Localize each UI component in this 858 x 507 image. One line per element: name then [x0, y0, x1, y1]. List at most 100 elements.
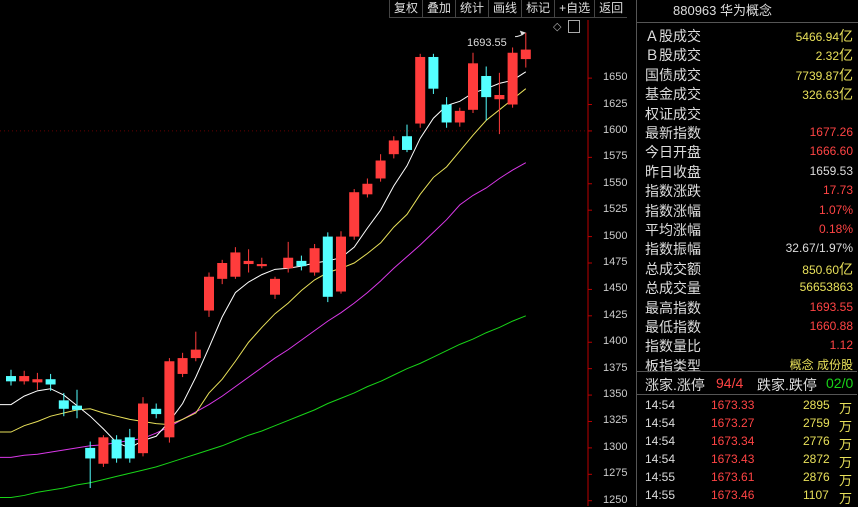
add-watchlist-button[interactable]: +自选: [554, 0, 594, 17]
ma-line-white: [0, 71, 527, 449]
candle-body: [375, 160, 386, 179]
stat-row: 板指类型 概念 成份股: [637, 356, 857, 376]
stat-row: 最新指数 1677.26: [637, 123, 857, 143]
stat-number: 1677.26: [809, 125, 853, 139]
stat-value: 7739.87亿: [796, 65, 853, 85]
stat-number: 850.60: [802, 262, 839, 277]
stat-label: 最新指数: [645, 125, 701, 141]
candle-body: [230, 252, 241, 277]
diamond-icon[interactable]: ◇: [553, 21, 562, 33]
ma-line-yellow: [0, 88, 527, 433]
stat-row: 基金成交 326.63亿: [637, 84, 857, 104]
tick-time: 14:55: [645, 470, 676, 484]
stat-number: 1.07%: [818, 202, 853, 217]
stat-label: 总成交额: [645, 260, 701, 277]
peak-price-label: 1693.55: [467, 37, 507, 49]
candle-body: [217, 263, 228, 279]
stat-value: 17.73: [823, 181, 853, 197]
stat-number: 32.67/1.97%: [785, 241, 853, 256]
y-tick-label: 1450: [603, 282, 628, 295]
tick-unit: 万: [839, 419, 853, 434]
y-tick-label: 1375: [603, 361, 628, 374]
tick-time: 14:55: [645, 488, 676, 502]
draw-line-button[interactable]: 画线: [488, 0, 521, 17]
candle-body: [6, 376, 16, 382]
stat-label: 基金成交: [645, 86, 701, 103]
stat-row: Ｂ股成交 2.32亿: [637, 45, 857, 65]
candle-body: [164, 361, 175, 438]
stat-value: 0.18%: [819, 220, 853, 236]
stat-row: 昨日收盘 1659.53: [637, 162, 857, 182]
tick-price: 1673.33: [711, 398, 755, 412]
stat-number: 1693.55: [809, 299, 853, 314]
y-tick-label: 1300: [603, 440, 628, 453]
mark-button[interactable]: 标记: [521, 0, 554, 17]
stat-number: 1.12: [829, 338, 853, 353]
candle-body: [19, 376, 30, 382]
stat-number: 7739.87: [795, 68, 839, 83]
tick-volume: 2759: [803, 416, 830, 430]
advancers-label: 涨家.涨停: [645, 377, 705, 393]
candle-body: [98, 437, 109, 464]
stat-value: 1.12: [830, 336, 853, 352]
candle-body: [32, 379, 43, 383]
y-tick-label: 1400: [603, 335, 628, 348]
tick-volume: 1107: [803, 488, 829, 502]
index-title: 880963 华为概念: [637, 0, 858, 23]
candle-body: [190, 349, 201, 359]
y-tick-label: 1250: [603, 493, 628, 506]
statistics-button[interactable]: 统计: [455, 0, 488, 17]
stat-value: 56653863: [800, 278, 853, 294]
stat-row: 国债成交 7739.87亿: [637, 65, 857, 85]
tick-price: 1673.61: [711, 470, 755, 484]
stat-label: Ｂ股成交: [645, 47, 701, 64]
tick-volume: 2895: [803, 398, 830, 412]
kline-chart[interactable]: 复权 叠加 统计 画线 标记 +自选 返回 ◇ 1250 1275 1300 1325…: [0, 0, 636, 506]
tick-row: 14:54 1673.43 2872 万: [637, 452, 857, 471]
stat-label: 最高指数: [645, 299, 701, 316]
stat-label: 总成交量: [645, 280, 701, 297]
tick-row: 14:54 1673.33 2895 万: [637, 398, 857, 417]
candle-body: [336, 236, 346, 292]
stat-row: 总成交额 850.60亿: [637, 259, 857, 279]
overlay-button[interactable]: 叠加: [422, 0, 455, 17]
ma-line-magenta: [0, 162, 527, 458]
stat-unit: 亿: [839, 66, 853, 83]
candle-body: [309, 248, 320, 273]
stat-unit: 亿: [839, 47, 853, 64]
index-info-panel: 880963 华为概念 Ａ股成交 5466.94亿 Ｂ股成交 2.32亿 国债成交 773…: [636, 0, 858, 506]
tick-price: 1673.46: [711, 488, 755, 502]
tick-price: 1673.43: [711, 452, 755, 466]
candle-body: [428, 56, 439, 89]
stat-row: Ａ股成交 5466.94亿: [637, 26, 857, 46]
back-button[interactable]: 返回: [594, 0, 627, 17]
candle-body: [283, 257, 294, 269]
candle-body: [362, 183, 373, 195]
candle-body: [415, 56, 426, 124]
stat-value: 5466.94亿: [796, 26, 853, 46]
kline-svg[interactable]: [0, 0, 636, 506]
advancers-value: 94/4: [716, 375, 744, 391]
chart-toolbar: 复权 叠加 统计 画线 标记 +自选 返回: [389, 0, 628, 18]
stat-number: 1660.88: [809, 319, 853, 333]
y-tick-label: 1625: [603, 97, 628, 110]
stat-number: 1666.60: [809, 144, 853, 159]
candle-body: [402, 136, 412, 150]
stat-label: 板指类型: [645, 357, 701, 374]
stat-number: 17.73: [822, 183, 853, 198]
y-tick-label: 1500: [603, 229, 628, 242]
stat-value: 1693.55: [810, 298, 853, 314]
tick-volume: 2776: [803, 434, 830, 448]
restore-rights-button[interactable]: 复权: [389, 0, 422, 17]
window-icon[interactable]: [568, 20, 580, 33]
stat-value: 1666.60: [810, 142, 853, 158]
stat-row: 指数量比 1.12: [637, 336, 857, 356]
tick-row: 14:54 1673.27 2759 万: [637, 416, 857, 435]
stat-row: 最低指数 1660.88: [637, 317, 857, 337]
y-tick-label: 1350: [603, 388, 628, 401]
y-tick-label: 1575: [603, 150, 628, 163]
stat-value: 326.63亿: [802, 84, 853, 104]
stat-number: 2.32: [815, 49, 839, 64]
candle-body: [468, 63, 478, 110]
ma-line-green: [0, 315, 526, 499]
